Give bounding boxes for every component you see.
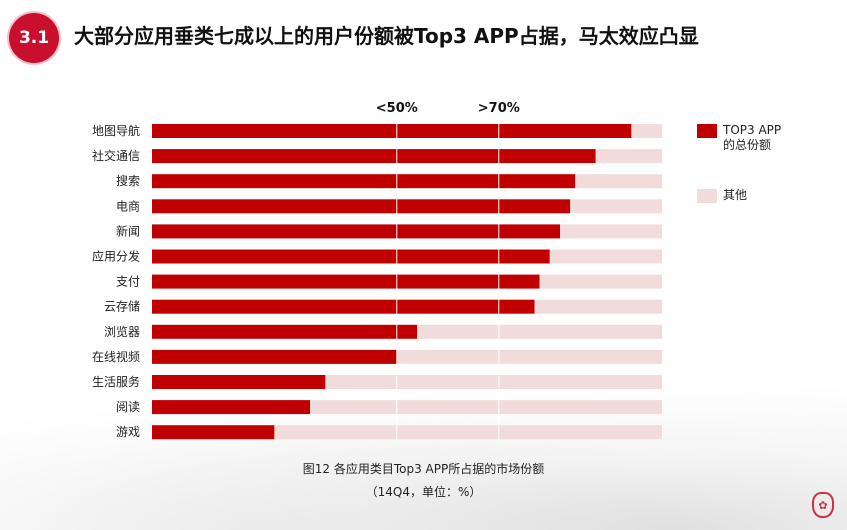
legend-item-other: 其他 [697, 188, 793, 203]
category-label-7: 云存储 [104, 299, 140, 314]
bar-top3-5 [152, 249, 550, 264]
category-label-12: 游戏 [116, 425, 140, 439]
legend-label: 其他 [723, 188, 748, 202]
category-label-0: 地图导航 [92, 123, 140, 138]
bar-other-9 [396, 349, 662, 364]
bar-top3-4 [152, 224, 560, 239]
legend-item-top3: TOP3 APP 的总份额 [697, 123, 793, 153]
legend-swatch [697, 189, 717, 203]
chart-caption-unit: （14Q4，单位：%） [365, 485, 482, 499]
category-label-2: 搜索 [116, 173, 140, 188]
chart-caption-title: 图12 各应用类目Top3 APP所占据的市场份额 [302, 462, 545, 476]
bar-top3-10 [152, 375, 326, 389]
bar-other-5 [549, 249, 662, 264]
bar-other-4 [560, 224, 662, 239]
bar-other-3 [570, 199, 662, 214]
category-label-11: 阅读 [116, 400, 140, 414]
bar-other-1 [595, 149, 662, 164]
chart-bars [152, 124, 662, 440]
bar-top3-1 [152, 149, 596, 164]
category-label-3: 电商 [116, 198, 140, 213]
reference-label-0: <50% [376, 101, 418, 116]
legend-label: TOP3 APP 的总份额 [723, 123, 782, 152]
bar-top3-8 [152, 324, 418, 339]
bar-top3-9 [152, 349, 397, 364]
bar-other-7 [534, 299, 662, 314]
category-label-5: 应用分发 [92, 249, 140, 264]
category-label-4: 新闻 [116, 223, 140, 238]
seal-stamp-icon: ✿ [812, 492, 834, 518]
page-title: 大部分应用垂类七成以上的用户份额被Top3 APP占据，马太效应凸显 [74, 24, 699, 48]
bar-other-11 [310, 400, 662, 415]
bar-top3-0 [152, 124, 632, 138]
bar-other-6 [539, 274, 662, 289]
bar-other-2 [575, 174, 662, 189]
bar-top3-6 [152, 274, 540, 289]
category-label-1: 社交通信 [92, 148, 140, 163]
bar-top3-7 [152, 299, 535, 314]
chart-reference-lines: <50% >70% [376, 101, 520, 442]
legend-swatch [697, 124, 717, 138]
category-label-8: 浏览器 [104, 324, 140, 339]
category-label-9: 在线视频 [92, 349, 140, 364]
bar-other-12 [274, 425, 662, 440]
bar-other-10 [325, 375, 662, 389]
bar-other-0 [631, 124, 662, 138]
bar-top3-12 [152, 425, 275, 440]
bar-top3-11 [152, 400, 311, 415]
bar-top3-2 [152, 174, 576, 189]
section-number-badge: 3.1 [9, 13, 59, 63]
bar-other-8 [417, 324, 662, 339]
reference-label-1: >70% [478, 101, 520, 116]
category-label-10: 生活服务 [92, 374, 140, 389]
bar-top3-3 [152, 199, 571, 214]
category-label-6: 支付 [116, 275, 140, 289]
